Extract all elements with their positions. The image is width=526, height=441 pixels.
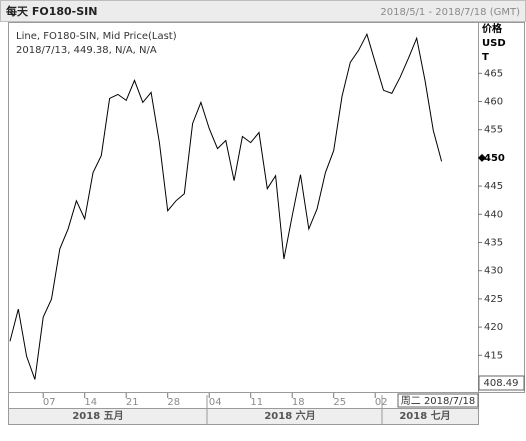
month-label: 2018 六月 [264,409,315,422]
x-tick-label: 11 [250,397,263,408]
last-value-marker [478,153,486,162]
y-tick-label: 425 [484,294,503,305]
y-axis-panel [478,22,525,393]
date-range: 2018/5/1 - 2018/7/18 (GMT) [380,7,520,18]
month-label: 2018 七月 [399,409,450,422]
y-min-box [478,375,525,391]
x-tick-label: 25 [333,397,346,408]
y-tick-label: 445 [484,181,503,192]
legend-line: 2018/7/13, 449.38, N/A, N/A [16,45,157,56]
y-tick-label: 430 [484,266,503,277]
x-tick-label: 04 [209,397,222,408]
y-tick-label: 435 [484,237,503,248]
month-row [8,408,479,425]
y-axis-label: USD [482,38,506,49]
y-axis-label: T [482,52,489,63]
x-tick-label: 18 [292,397,305,408]
x-tick-label: 21 [126,397,139,408]
line-series [9,32,443,380]
x-tick-label: 28 [167,397,180,408]
x-tick-label: 14 [84,397,97,408]
y-min-label: 408.49 [484,378,519,389]
y-tick-label: 415 [484,350,503,361]
y-tick-label: 460 [484,97,503,108]
y-tick-label: 420 [484,322,503,333]
x-tick-label: 07 [43,397,56,408]
y-axis-label: 价格 [482,22,503,35]
y-tick-label: 450 [484,153,505,164]
y-tick-label: 465 [484,68,503,79]
chart-title: 每天 FO180-SIN [6,4,97,18]
cursor-box [397,393,479,408]
y-tick-label: 455 [484,125,503,136]
legend-line: Line, FO180-SIN, Mid Price(Last) [16,31,177,42]
y-tick-label: 440 [484,209,503,220]
month-label: 2018 五月 [72,410,123,422]
x-tick-label: 02 [375,397,388,408]
cursor-label: 周二 2018/7/18 [401,395,475,407]
